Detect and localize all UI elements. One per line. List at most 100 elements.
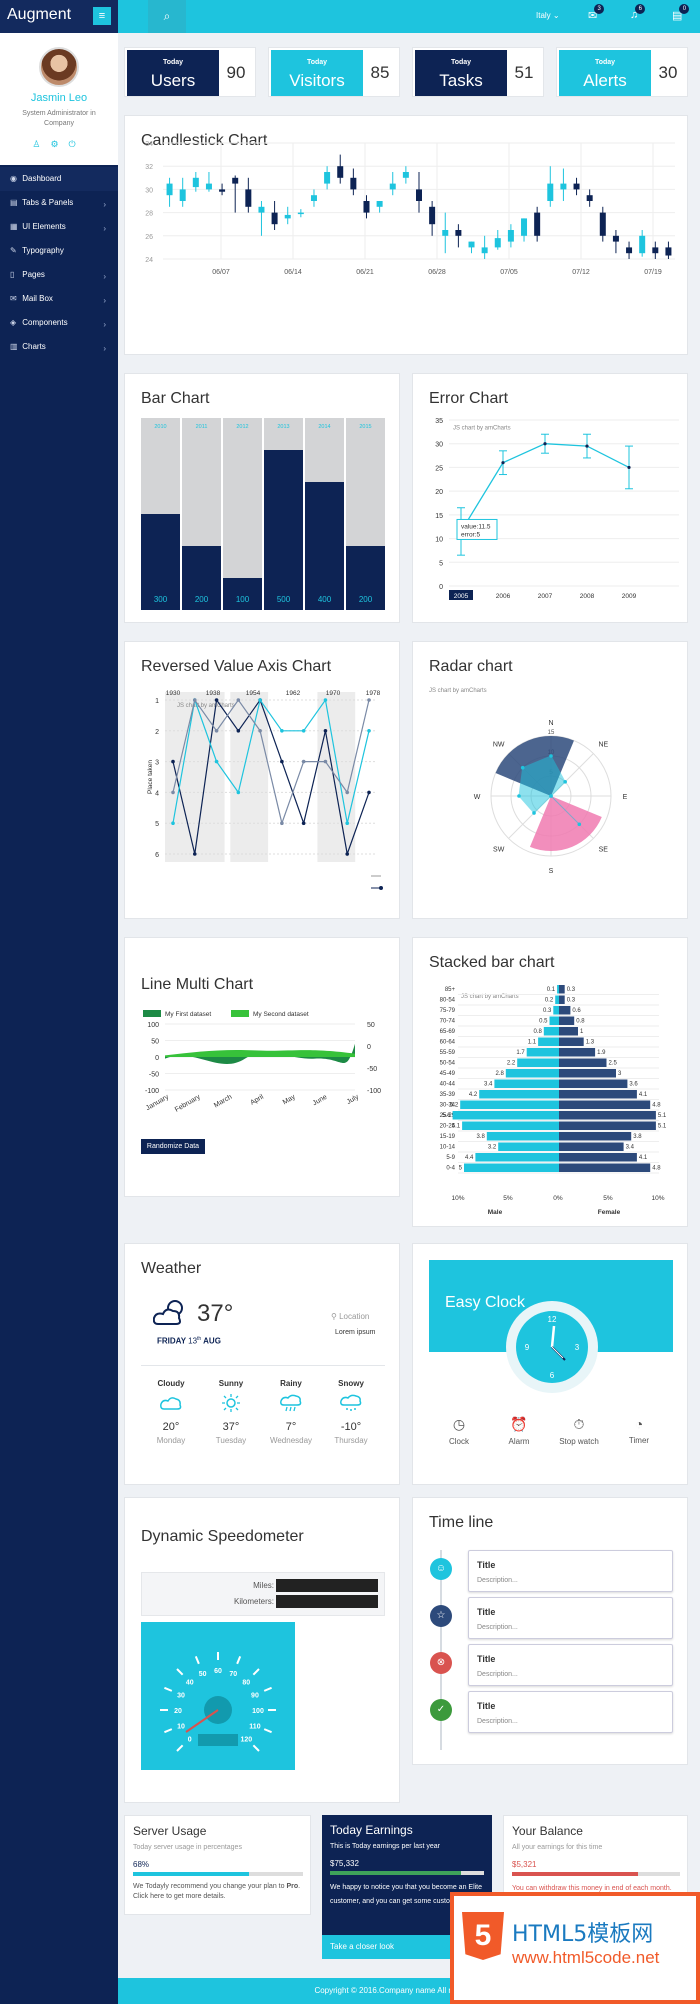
- timeline-item[interactable]: Title Description...: [468, 1550, 673, 1592]
- language-label: Italy: [536, 11, 551, 20]
- language-select[interactable]: Italy ⌄: [536, 11, 560, 20]
- bell-icon[interactable]: ♫ 6: [630, 4, 646, 21]
- y-right-tick-label: -100: [367, 1088, 381, 1095]
- balance-amount: $5,321: [512, 1860, 537, 1869]
- sidebar-item-tabs[interactable]: ▤ Tabs & Panels ›: [0, 191, 118, 215]
- y-tick-label: 30: [145, 187, 153, 194]
- stat-value: 30: [658, 63, 678, 82]
- chevron-icon: ›: [103, 200, 106, 209]
- profile-panel: Jasmin Leo System Administrator in Compa…: [0, 33, 118, 165]
- male-value: 3.8: [476, 1134, 485, 1140]
- age-label: 80-54: [440, 998, 456, 1004]
- male-value: 1.1: [528, 1040, 537, 1046]
- user-icon[interactable]: ♙: [32, 139, 51, 149]
- y-tick-label: 3: [155, 760, 159, 767]
- radar-point: [520, 765, 525, 770]
- gauge-tick: [236, 1656, 242, 1665]
- male-bar: [505, 1069, 559, 1078]
- male-value: 3.4: [484, 1082, 493, 1088]
- server-card: Server Usage Today server usage in perce…: [124, 1815, 311, 1915]
- x-axis-label-male: Male: [488, 1209, 503, 1216]
- y-right-tick-label: 50: [367, 1022, 375, 1029]
- pen-icon: ✎: [10, 246, 17, 255]
- tool-stopwatch[interactable]: ⏱ Stop watch: [549, 1416, 609, 1446]
- data-point: [214, 729, 219, 733]
- tool-timer[interactable]: ◔ Timer: [609, 1416, 669, 1445]
- tool-alarm[interactable]: ⏰ Alarm: [489, 1416, 549, 1446]
- timeline-item[interactable]: Title Description...: [468, 1597, 673, 1639]
- male-value: 0.3: [543, 1008, 552, 1014]
- error-title: Error Chart: [429, 390, 509, 407]
- bar: [305, 482, 344, 610]
- area-series-2: [165, 1049, 355, 1057]
- male-value: 0.1: [547, 987, 556, 993]
- miles-label: Miles:: [253, 1581, 274, 1590]
- female-bar: [559, 1142, 624, 1151]
- earnings-text: We happy to notice you that you become a…: [330, 1884, 483, 1905]
- y-tick-label: 50: [151, 1039, 159, 1046]
- settings-icon[interactable]: ⚙: [50, 139, 69, 149]
- gauge-needle: [185, 1709, 219, 1733]
- candle-body: [219, 189, 226, 192]
- radar-chart: JS chart by amCharts51015NNEESESSWWNW: [429, 688, 628, 875]
- candle-body: [416, 189, 422, 201]
- legend-swatch: [143, 1010, 161, 1017]
- candle-body: [586, 195, 593, 201]
- female-value: 3.4: [626, 1145, 635, 1151]
- bar: [223, 578, 262, 610]
- sidebar-item-components[interactable]: ◈ Components ›: [0, 311, 118, 335]
- y-tick-label: 15: [435, 513, 443, 520]
- weather-date: FRIDAY 13th AUG: [157, 1336, 221, 1346]
- female-value: 3: [618, 1071, 622, 1077]
- bar-chart: 2010 300 2011 200 2012 100 2013 500 2014 400 2015 2…: [141, 418, 385, 610]
- avatar[interactable]: [39, 47, 79, 87]
- search-icon[interactable]: ⌕: [148, 0, 186, 33]
- sidebar-item-ui[interactable]: ▦ UI Elements ›: [0, 215, 118, 239]
- chevron-icon: ›: [103, 296, 106, 305]
- data-point: [171, 821, 175, 825]
- randomize-button[interactable]: Randomize Data: [141, 1139, 205, 1154]
- mail-icon[interactable]: ✉ 3: [588, 4, 605, 22]
- male-bar: [460, 1100, 559, 1109]
- female-bar: [559, 1048, 596, 1057]
- candle-body: [547, 183, 554, 201]
- female-bar: [559, 1079, 628, 1088]
- y-tick-label: 26: [145, 234, 153, 241]
- timeline-item-desc: Description...: [477, 1671, 518, 1678]
- timeline-item[interactable]: Title Description...: [468, 1691, 673, 1733]
- location-label[interactable]: ⚲ Location: [331, 1312, 370, 1321]
- radar-axis-label: NE: [598, 742, 608, 749]
- candle-body: [429, 206, 436, 225]
- sidebar-item-mail[interactable]: ✉ Mail Box ›: [0, 287, 118, 311]
- sidebar-item-label: Mail Box: [22, 294, 53, 303]
- gauge-label: 90: [251, 1693, 259, 1700]
- sidebar-item-dashboard[interactable]: ◉ Dashboard: [0, 167, 118, 191]
- watermark-label: HTML5模板网: [512, 1922, 654, 1947]
- message-icon[interactable]: ▤ 0: [672, 4, 690, 22]
- y-tick-label: 1: [155, 698, 159, 705]
- gauge-label: 100: [252, 1708, 264, 1715]
- timeline-item-title: Title: [477, 1560, 496, 1570]
- candle-body: [560, 183, 567, 190]
- candle-body: [534, 212, 541, 236]
- menu-toggle-icon[interactable]: ≡: [93, 7, 111, 25]
- pro-link[interactable]: Pro: [286, 1883, 299, 1890]
- sidebar-item-charts[interactable]: ▥ Charts ›: [0, 335, 118, 359]
- bar-category-label: 2011: [196, 424, 208, 430]
- bar-card: Bar Chart 2010 300 2011 200 2012 100 2013 500 20…: [124, 373, 400, 623]
- stat-users: Today Users 90: [124, 47, 256, 97]
- data-point: [345, 852, 350, 856]
- cloud-icon: [160, 1397, 182, 1410]
- power-icon[interactable]: ⏻: [68, 139, 86, 149]
- sidebar-item-pages[interactable]: ▯ Pages ›: [0, 263, 118, 287]
- x-tick-label: June: [312, 1094, 329, 1108]
- gauge-label: 30: [177, 1693, 185, 1700]
- forecast-thursday: Snowy -10° Thursday: [334, 1379, 368, 1445]
- timeline-item[interactable]: Title Description...: [468, 1644, 673, 1686]
- tool-clock[interactable]: ◷ Clock: [429, 1416, 489, 1446]
- sidebar-item-typography[interactable]: ✎ Typography: [0, 239, 118, 263]
- male-value: 2.2: [507, 1061, 516, 1067]
- candle-body: [652, 247, 659, 254]
- x-tick-label: 2008: [580, 593, 595, 600]
- x-tick-label: 06/14: [284, 269, 302, 276]
